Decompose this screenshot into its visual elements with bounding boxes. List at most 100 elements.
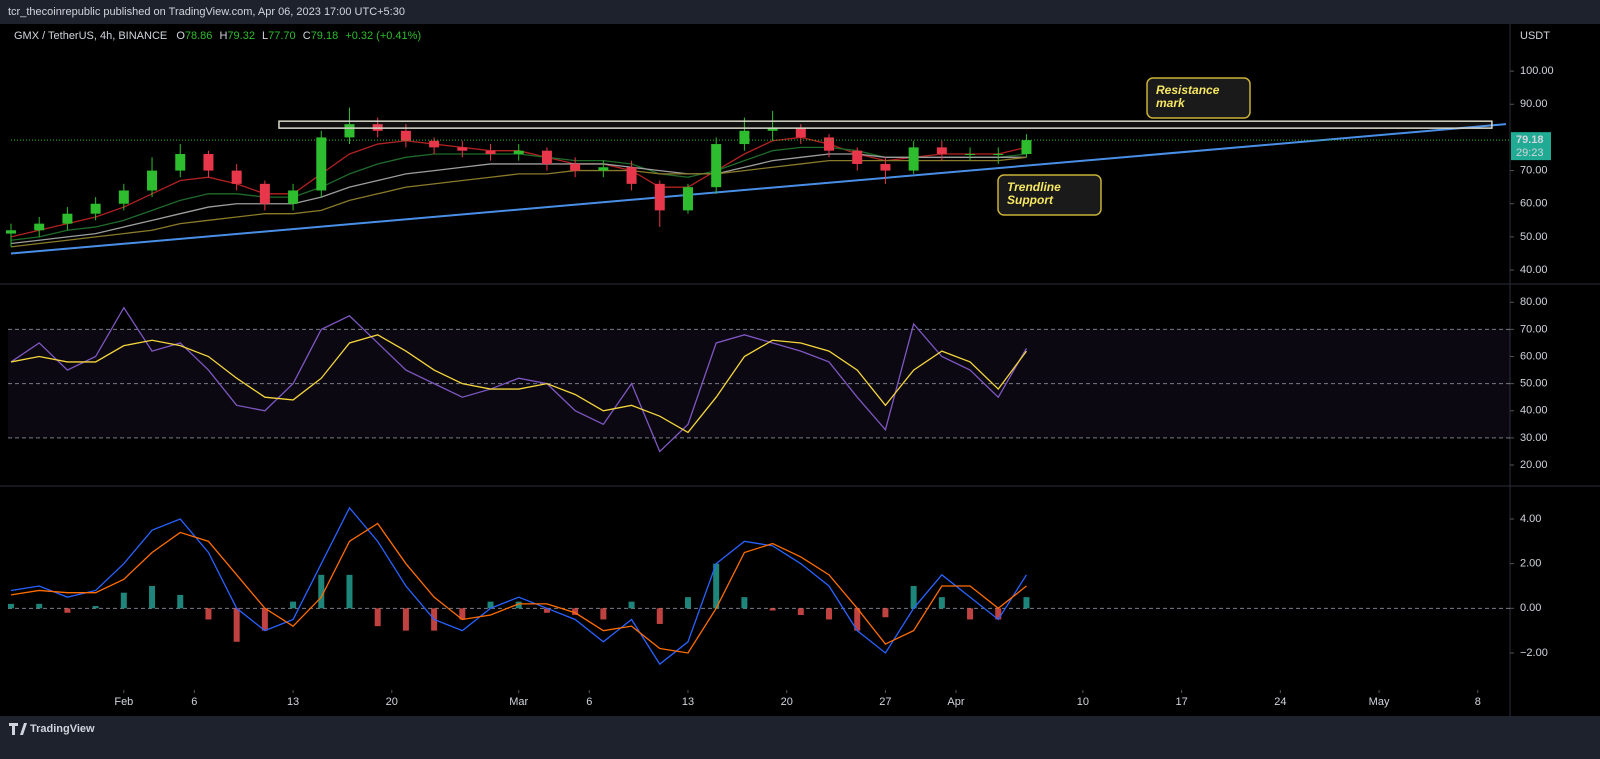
histogram-bar [149,585,156,609]
candle-body [6,230,16,234]
ohlc-key: L [262,30,268,42]
candle-body [739,130,750,145]
x-tick-label: 6 [586,696,592,708]
histogram-bar [713,563,720,609]
x-tick-label: 17 [1175,696,1187,708]
ohlc-value: 79.32 [227,30,255,42]
candle-body [1021,140,1032,155]
x-tick-label: Mar [509,696,528,708]
histogram-bar [543,608,550,613]
candle-body [34,223,45,231]
candle-body [880,163,891,171]
y-tick-label: 40.00 [1520,264,1548,276]
histogram-bar [938,597,945,609]
header-text: tcr_thecoinrepublic published on Trading… [8,6,405,18]
y-tick-label: 2.00 [1520,558,1541,570]
histogram-bar [261,608,268,631]
brand-logo [9,723,27,735]
header-bar [0,0,1600,24]
ohlc-value: 79.18 [311,30,339,42]
footer-bar [0,716,1600,759]
countdown: 29:23 [1516,147,1544,159]
annotation-text: Support [1007,193,1054,207]
histogram-bar [120,592,127,609]
histogram-bar [910,585,917,609]
brand[interactable]: TradingView [30,723,95,735]
histogram-bar [826,608,833,620]
y-tick-label: 50.00 [1520,378,1548,390]
histogram-bar [205,608,212,620]
symbol-legend: GMX / TetherUS, 4h, BINANCE O78.86 H79.3… [14,30,421,42]
annotation-box [1146,77,1251,119]
x-tick-label: 20 [386,696,398,708]
y-tick-label: 50.00 [1520,231,1548,243]
x-tick-label: Apr [947,696,964,708]
histogram-bar [8,603,14,609]
last-price-tag [1511,132,1551,161]
histogram-bar [628,601,635,609]
histogram-bar [177,594,184,609]
y-tick-label: 60.00 [1520,350,1548,362]
candle-body [682,187,693,211]
histogram-bar [995,608,1002,620]
histogram-bar [741,597,748,609]
candle-body [626,167,637,184]
ohlc-key: C [303,30,311,42]
candle-body [118,190,129,204]
annotation-text: Trendline [1007,180,1061,194]
candle-body [767,127,778,131]
candle-body [570,163,581,171]
candle-body [203,154,214,171]
annotation-text: Resistance [1156,83,1220,97]
candle-body [288,190,299,204]
y-tick-label: 70.00 [1520,323,1548,335]
candle-body [993,154,1004,156]
x-tick-label: 24 [1274,696,1286,708]
y-tick-label: 80.00 [1520,296,1548,308]
histogram-bar [318,574,325,609]
histogram-bar [346,574,353,609]
histogram-bar [92,606,99,609]
x-tick-label: 27 [879,696,891,708]
histogram-bar [684,597,691,609]
candle-body [62,213,73,224]
histogram-bar [459,608,466,620]
resistance-zone [278,120,1493,129]
candle-body [90,203,101,214]
candle-body [231,170,242,184]
y-tick-label: 100.00 [1520,65,1554,77]
x-tick-label: May [1369,696,1390,708]
candle-body [711,144,722,188]
currency: USDT [1520,30,1550,42]
candle-body [316,137,327,191]
histogram-bar [769,608,776,611]
histogram-bar [572,608,579,616]
x-tick-label: 6 [191,696,197,708]
histogram-bar [515,601,522,609]
y-tick-label: 20.00 [1520,459,1548,471]
histogram-bar [64,608,71,613]
candle-body [259,183,270,204]
candle-body [175,154,186,171]
histogram-bar [882,608,889,618]
candle-body [598,167,609,171]
candle-body [344,124,355,138]
histogram-bar [854,608,861,631]
histogram-bar [36,603,43,609]
candle-body [824,137,835,151]
ohlc-value: 78.86 [185,30,213,42]
candle-body [400,130,411,141]
histogram-bar [374,608,381,627]
histogram-bar [1023,597,1030,609]
y-tick-label: 30.00 [1520,432,1548,444]
candle-body [429,140,440,148]
y-tick-label: 4.00 [1520,513,1541,525]
ohlc-value: 77.70 [268,30,296,42]
trendline [10,123,1507,255]
x-tick-label: 10 [1077,696,1089,708]
x-tick-label: 20 [781,696,793,708]
macd-line [10,522,1027,654]
macd-line [10,506,1028,666]
